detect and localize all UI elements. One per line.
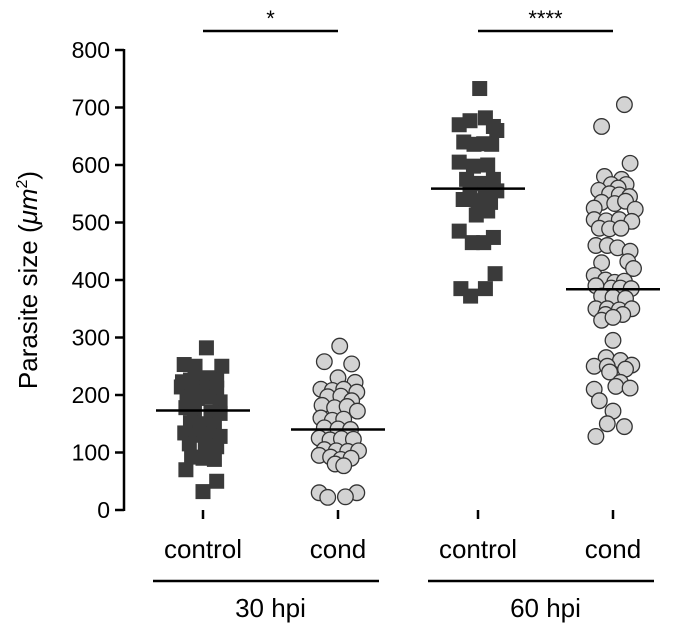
y-tick-label: 800 xyxy=(72,37,110,63)
data-point-square xyxy=(484,136,500,152)
x-category-label: control xyxy=(439,534,517,564)
data-point-circle xyxy=(348,402,366,420)
data-point-circle xyxy=(607,377,625,395)
data-point-square xyxy=(487,266,503,282)
data-point-square xyxy=(477,281,493,297)
data-point-circle xyxy=(331,337,349,355)
significance-group: * **** xyxy=(203,6,613,33)
y-axis-label-sup: 2 xyxy=(14,179,31,188)
data-point-circle xyxy=(615,96,633,114)
y-tick-label: 400 xyxy=(72,267,110,293)
y-axis-label-close: ) xyxy=(13,171,43,180)
y-tick-label: 100 xyxy=(72,440,110,466)
data-point-square xyxy=(464,235,480,251)
data-point-square xyxy=(489,123,505,138)
data-point-circle xyxy=(587,427,605,445)
y-tick-label: 700 xyxy=(72,95,110,121)
data-point-square xyxy=(455,192,471,207)
data-point-square xyxy=(201,426,217,442)
data-point-circle xyxy=(604,308,622,326)
data-point-square xyxy=(178,462,194,478)
y-axis-label-unit: μm xyxy=(13,188,43,225)
data-point-square xyxy=(206,451,222,467)
x-category-label: cond xyxy=(585,534,641,564)
data-point-circle xyxy=(601,363,619,381)
significance-label: * xyxy=(266,6,275,31)
data-point-square xyxy=(451,117,467,133)
y-tick-label: 200 xyxy=(72,382,110,408)
y-tick-label: 300 xyxy=(72,325,110,351)
data-point-square xyxy=(472,81,488,97)
median-lines-group xyxy=(156,187,660,431)
significance-label: **** xyxy=(528,6,563,31)
y-axis-group: 0 100 200 300 400 500 600 700 800 xyxy=(72,37,615,523)
data-point-square xyxy=(485,171,501,187)
data-point-circle xyxy=(336,488,354,506)
y-axis-label: Parasite size (μm2) xyxy=(13,171,43,389)
data-point-square xyxy=(195,450,211,466)
data-point-circle xyxy=(343,355,361,373)
data-point-square xyxy=(468,207,484,223)
data-point-square xyxy=(197,438,213,454)
data-point-circle xyxy=(625,260,642,277)
data-point-square xyxy=(451,223,467,239)
data-point-square xyxy=(195,484,211,500)
data-point-circle xyxy=(335,457,353,475)
data-point-square xyxy=(480,203,496,219)
data-points-group xyxy=(173,81,644,506)
x-category-label: cond xyxy=(310,534,366,564)
group-label: 30 hpi xyxy=(235,593,306,623)
data-point-circle xyxy=(612,219,630,237)
data-point-square xyxy=(489,183,505,199)
data-point-square xyxy=(209,439,225,455)
data-point-circle xyxy=(319,488,337,506)
y-axis-label-main: Parasite size ( xyxy=(13,224,43,389)
data-point-square xyxy=(181,436,197,452)
data-point-square xyxy=(184,449,200,465)
data-point-square xyxy=(214,358,230,374)
data-point-square xyxy=(459,171,475,187)
data-point-circle xyxy=(621,379,639,397)
x-category-label: control xyxy=(164,534,242,564)
y-tick-label: 500 xyxy=(72,210,110,236)
data-point-square xyxy=(201,389,217,405)
data-point-square xyxy=(198,340,214,356)
data-point-square xyxy=(187,358,203,374)
data-point-circle xyxy=(621,154,639,172)
data-point-square xyxy=(476,235,492,251)
data-point-circle xyxy=(315,353,333,371)
data-point-circle xyxy=(593,254,611,272)
data-point-square xyxy=(189,390,205,406)
data-point-square xyxy=(465,158,481,174)
y-tick-label: 600 xyxy=(72,152,110,178)
data-point-circle xyxy=(593,118,611,135)
data-point-square xyxy=(480,157,496,173)
data-point-square xyxy=(451,154,467,170)
data-point-circle xyxy=(604,331,622,349)
data-point-circle xyxy=(590,392,608,410)
data-point-circle xyxy=(615,418,633,436)
group-label: 60 hpi xyxy=(510,593,581,623)
data-point-square xyxy=(463,288,479,304)
data-point-circle xyxy=(598,415,616,433)
y-tick-label: 0 xyxy=(97,497,110,523)
data-point-square xyxy=(209,473,225,489)
